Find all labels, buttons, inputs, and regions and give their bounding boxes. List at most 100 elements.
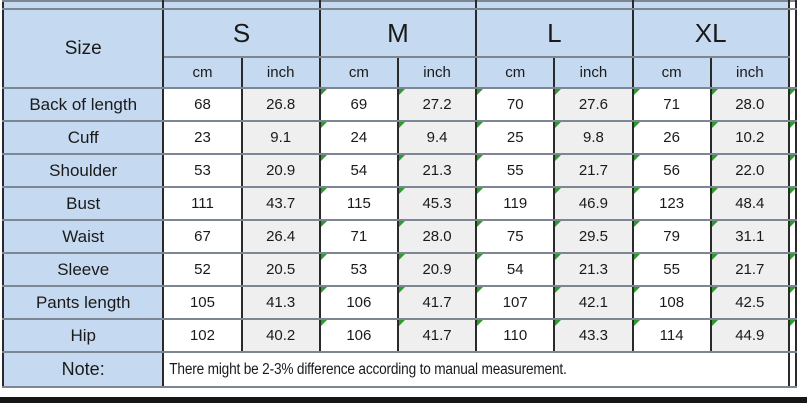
table-row: Waist 67 26.4 71 28.0 75 29.5 79 31.1 — [1, 219, 798, 254]
value-cell-cm: 115 — [318, 186, 399, 221]
value-cell-inch: 41.7 — [396, 318, 478, 353]
error-indicator-icon — [556, 288, 562, 293]
error-indicator-icon — [790, 222, 794, 227]
note-text: There might be 2-3% difference according… — [169, 360, 567, 378]
value-cell-inch: 20.9 — [240, 153, 321, 188]
error-indicator-icon — [399, 156, 405, 161]
error-indicator-icon — [556, 321, 562, 326]
error-indicator-icon — [399, 321, 405, 326]
error-indicator-icon — [321, 90, 327, 95]
value-cell-inch: 48.4 — [709, 186, 790, 221]
error-indicator-icon — [321, 255, 327, 260]
value-cell-cm: 106 — [318, 285, 399, 320]
error-indicator-icon — [790, 123, 794, 128]
value-cell-cm: 71 — [318, 219, 399, 254]
error-indicator-icon — [634, 321, 640, 326]
error-indicator-icon — [556, 90, 562, 95]
error-indicator-icon — [321, 288, 327, 293]
value-cell-inch: 22.0 — [709, 153, 790, 188]
unit-header-inch: inch — [240, 56, 321, 89]
error-indicator-icon — [634, 255, 640, 260]
error-indicator-icon — [399, 288, 405, 293]
value-cell-cm: 108 — [631, 285, 712, 320]
value-cell-cm: 71 — [631, 87, 712, 122]
error-indicator-icon — [634, 156, 640, 161]
unit-header-inch: inch — [553, 56, 634, 89]
error-indicator-icon — [321, 321, 327, 326]
error-indicator-icon — [321, 123, 327, 128]
row-label: Waist — [1, 219, 165, 254]
value-cell-inch: 9.1 — [240, 120, 321, 155]
cropped-cell — [787, 153, 798, 188]
value-cell-cm: 111 — [162, 186, 243, 221]
value-cell-inch: 42.5 — [709, 285, 790, 320]
cropped-cell — [1, 0, 165, 10]
error-indicator-icon — [712, 156, 718, 161]
cropped-cell — [475, 0, 634, 10]
value-cell-inch: 41.7 — [396, 285, 478, 320]
value-cell-inch: 46.9 — [553, 186, 634, 221]
cropped-cell — [787, 87, 798, 122]
value-cell-inch: 43.7 — [240, 186, 321, 221]
error-indicator-icon — [478, 90, 484, 95]
note-label: Note: — [1, 351, 165, 388]
value-cell-cm: 53 — [318, 252, 399, 287]
note-row: Note: There might be 2-3% difference acc… — [1, 351, 798, 388]
row-label: Back of length — [1, 87, 165, 122]
value-cell-cm: 26 — [631, 120, 712, 155]
error-indicator-icon — [399, 255, 405, 260]
value-cell-cm: 52 — [162, 252, 243, 287]
value-cell-cm: 54 — [318, 153, 399, 188]
error-indicator-icon — [478, 156, 484, 161]
row-label: Pants length — [1, 285, 165, 320]
value-cell-cm: 54 — [475, 252, 556, 287]
cropped-top-row — [1, 0, 798, 10]
value-cell-inch: 29.5 — [553, 219, 634, 254]
note-text-cell: There might be 2-3% difference according… — [162, 351, 790, 388]
error-indicator-icon — [556, 156, 562, 161]
value-cell-inch: 40.2 — [240, 318, 321, 353]
unit-header-cm: cm — [631, 56, 712, 89]
value-cell-cm: 123 — [631, 186, 712, 221]
value-cell-cm: 25 — [475, 120, 556, 155]
value-cell-cm: 110 — [475, 318, 556, 353]
error-indicator-icon — [712, 123, 718, 128]
size-header-cell: Size — [1, 8, 165, 89]
value-cell-cm: 69 — [318, 87, 399, 122]
value-cell-inch: 9.8 — [553, 120, 634, 155]
cropped-cell — [787, 120, 798, 155]
error-indicator-icon — [321, 189, 327, 194]
value-cell-inch: 28.0 — [396, 219, 478, 254]
value-cell-inch: 9.4 — [396, 120, 478, 155]
error-indicator-icon — [556, 123, 562, 128]
error-indicator-icon — [634, 288, 640, 293]
error-indicator-icon — [478, 321, 484, 326]
value-cell-cm: 70 — [475, 87, 556, 122]
error-indicator-icon — [399, 189, 405, 194]
error-indicator-icon — [478, 222, 484, 227]
error-indicator-icon — [790, 288, 794, 293]
size-col-header-l: L — [475, 8, 634, 58]
error-indicator-icon — [478, 255, 484, 260]
unit-header-cm: cm — [318, 56, 399, 89]
error-indicator-icon — [399, 123, 405, 128]
value-cell-inch: 27.6 — [553, 87, 634, 122]
error-indicator-icon — [712, 189, 718, 194]
error-indicator-icon — [321, 222, 327, 227]
value-cell-inch: 20.5 — [240, 252, 321, 287]
error-indicator-icon — [634, 222, 640, 227]
value-cell-inch: 44.9 — [709, 318, 790, 353]
value-cell-inch: 21.3 — [553, 252, 634, 287]
value-cell-cm: 68 — [162, 87, 243, 122]
cropped-cell — [787, 186, 798, 221]
sizes-header-row: Size S M L XL — [1, 8, 798, 89]
value-cell-cm: 119 — [475, 186, 556, 221]
table-row: Pants length 105 41.3 106 41.7 107 42.1 108 42.5 — [1, 285, 798, 320]
error-indicator-icon — [634, 123, 640, 128]
error-indicator-icon — [712, 288, 718, 293]
error-indicator-icon — [634, 90, 640, 95]
units-header-row: cm inch cm inch cm inch cm inch — [3, 56, 796, 89]
value-cell-cm: 23 — [162, 120, 243, 155]
row-label: Shoulder — [1, 153, 165, 188]
